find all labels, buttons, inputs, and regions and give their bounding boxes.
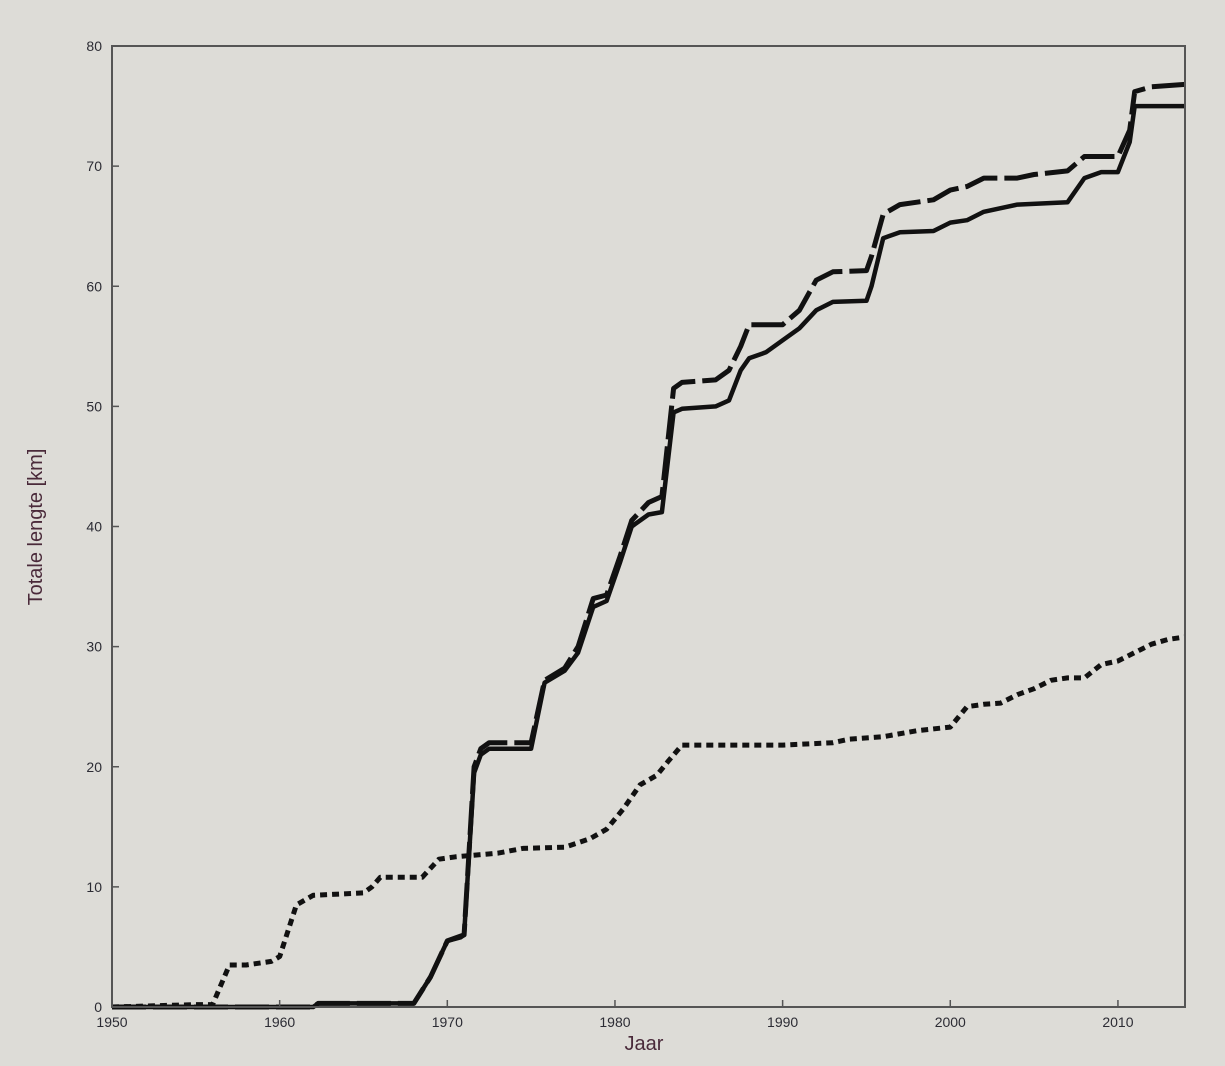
x-tick-label: 1990 xyxy=(767,1014,798,1030)
series-line-dotted xyxy=(111,634,1186,1010)
x-tick-label: 1950 xyxy=(96,1014,127,1030)
y-tick-label: 30 xyxy=(86,639,102,655)
x-tick-label: 2010 xyxy=(1102,1014,1133,1030)
y-tick-label: 70 xyxy=(86,158,102,174)
y-tick-label: 40 xyxy=(86,519,102,535)
y-tick-label: 0 xyxy=(94,999,102,1015)
x-tick-label: 1960 xyxy=(264,1014,295,1030)
y-tick-label: 60 xyxy=(86,278,102,294)
y-axis-label: Totale lengte [km] xyxy=(25,449,47,606)
y-axis: 0 10 20 30 40 50 60 70 80 xyxy=(86,38,119,1015)
y-tick-label: 10 xyxy=(86,879,102,895)
y-tick-label: 50 xyxy=(86,398,102,414)
x-tick-label: 2000 xyxy=(935,1014,966,1030)
plot-area xyxy=(112,46,1185,1007)
x-tick-label: 1980 xyxy=(599,1014,630,1030)
series-layer xyxy=(111,81,1186,1010)
series-line-dashed xyxy=(112,81,1186,1010)
x-axis: 1950 1960 1970 1980 1990 2000 2010 xyxy=(96,1000,1134,1030)
y-tick-label: 20 xyxy=(86,759,102,775)
y-tick-label: 80 xyxy=(86,38,102,54)
x-axis-label: Jaar xyxy=(625,1033,664,1055)
x-tick-label: 1970 xyxy=(432,1014,463,1030)
